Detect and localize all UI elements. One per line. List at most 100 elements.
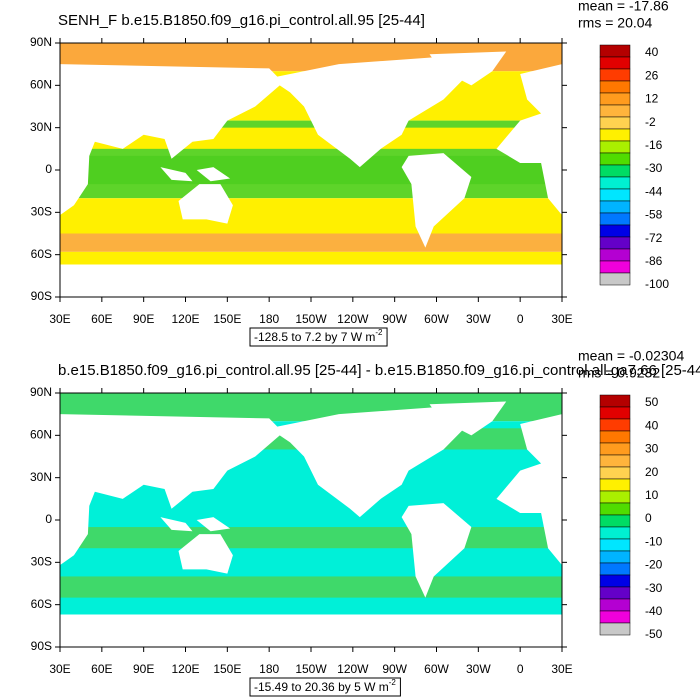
field-band: [60, 198, 562, 234]
colorbar-box: [599, 394, 631, 408]
colorbar-label: 40: [645, 45, 659, 59]
colorbar-box: [599, 104, 631, 118]
colorbar-box: [599, 502, 631, 516]
field-band: [60, 233, 562, 252]
range-exp: -2: [375, 328, 383, 337]
colorbar-box: [599, 188, 631, 202]
lon-label: 60E: [91, 662, 112, 676]
map: [60, 43, 562, 297]
colorbar-box: [599, 200, 631, 214]
colorbar-box: [599, 418, 631, 432]
lat-label: 90S: [31, 289, 52, 303]
range-box: [249, 677, 401, 697]
colorbar-label: -44: [645, 184, 663, 198]
lat-label: 0: [45, 512, 52, 526]
colorbar-box: [599, 442, 631, 456]
lon-label: 90W: [382, 662, 407, 676]
colorbar-box: [599, 562, 631, 576]
range-label: -128.5 to 7.2 by 7 W m-2: [254, 328, 383, 344]
lat-label: 60S: [31, 597, 52, 611]
colorbar-box: [599, 152, 631, 166]
stat-label: mean = -17.86: [578, 0, 669, 14]
lat-label: 90N: [30, 385, 52, 399]
lon-label: 120E: [171, 662, 199, 676]
colorbar-label: 20: [645, 465, 659, 479]
colorbar-box: [599, 406, 631, 420]
colorbar-box: [599, 164, 631, 178]
panel-title: b.e15.B1850.f09_g16.pi_control.all.95 [2…: [58, 362, 700, 379]
map: [60, 393, 562, 647]
lat-label: 30N: [30, 120, 52, 134]
colorbar-label: -30: [645, 581, 663, 595]
colorbar-box: [599, 116, 631, 130]
colorbar-box: [599, 550, 631, 564]
lon-label: 30E: [49, 312, 70, 326]
colorbar-label: -30: [645, 161, 663, 175]
colorbar-box: [599, 490, 631, 504]
colorbar-box: [599, 68, 631, 82]
lon-label: 120W: [337, 662, 369, 676]
map-panel: b.e15.B1850.f09_g16.pi_control.all.95 [2…: [30, 348, 700, 697]
lon-label: 150E: [213, 312, 241, 326]
colorbar-label: 26: [645, 68, 659, 82]
panel-title: SENH_F b.e15.B1850.f09_g16.pi_control.al…: [58, 12, 425, 29]
lon-label: 90E: [133, 662, 154, 676]
field-band: [60, 155, 562, 185]
colorbar-box: [599, 224, 631, 238]
lon-label: 150W: [295, 662, 327, 676]
lon-label: 30W: [466, 312, 491, 326]
lat-label: 30N: [30, 470, 52, 484]
colorbar-box: [599, 514, 631, 528]
colorbar-box: [599, 140, 631, 154]
colorbar-box: [599, 574, 631, 588]
lon-label: 0: [517, 312, 524, 326]
lat-label: 0: [45, 162, 52, 176]
lon-label: 60W: [424, 662, 449, 676]
lat-label: 90S: [31, 639, 52, 653]
lon-label: 60E: [91, 312, 112, 326]
colorbar-label: 40: [645, 418, 659, 432]
colorbar-label: 10: [645, 488, 659, 502]
range-text: -128.5 to 7.2 by 7 W m: [254, 330, 375, 344]
lat-label: 60N: [30, 78, 52, 92]
colorbar-box: [599, 56, 631, 70]
colorbar-label: 50: [645, 395, 659, 409]
colorbar-label: -20: [645, 558, 663, 572]
colorbar-label: 30: [645, 442, 659, 456]
colorbar-label: -16: [645, 138, 663, 152]
colorbar-box: [599, 598, 631, 612]
colorbar-box: [599, 538, 631, 552]
range-label: -15.49 to 20.36 by 5 W m-2: [254, 678, 396, 694]
lon-label: 90E: [133, 312, 154, 326]
colorbar-label: -58: [645, 208, 663, 222]
colorbar-box: [599, 466, 631, 480]
lon-label: 180: [259, 312, 279, 326]
lon-label: 120E: [171, 312, 199, 326]
colorbar-label: -100: [645, 277, 669, 291]
colorbar-box: [599, 478, 631, 492]
range-exp: -2: [389, 678, 397, 687]
range-text: -15.49 to 20.36 by 5 W m: [254, 680, 389, 694]
colorbar-box: [599, 610, 631, 624]
colorbar-box: [599, 454, 631, 468]
colorbar-label: -50: [645, 627, 663, 641]
colorbar-label: -40: [645, 604, 663, 618]
colorbar-box: [599, 272, 631, 286]
stat-label: rms = 20.04: [578, 15, 653, 31]
colorbar-label: -72: [645, 231, 663, 245]
lon-label: 90W: [382, 312, 407, 326]
colorbar-box: [599, 248, 631, 262]
colorbar-box: [599, 430, 631, 444]
field-band: [60, 576, 562, 598]
map-panel: SENH_F b.e15.B1850.f09_g16.pi_control.al…: [30, 0, 669, 347]
colorbar-box: [599, 236, 631, 250]
stat-label: rms = 0.9232: [578, 365, 660, 381]
colorbar-box: [599, 44, 631, 58]
lat-label: 30S: [31, 555, 52, 569]
lat-label: 30S: [31, 205, 52, 219]
colorbar-box: [599, 176, 631, 190]
colorbar-box: [599, 586, 631, 600]
lon-label: 30W: [466, 662, 491, 676]
lon-label: 180: [259, 662, 279, 676]
